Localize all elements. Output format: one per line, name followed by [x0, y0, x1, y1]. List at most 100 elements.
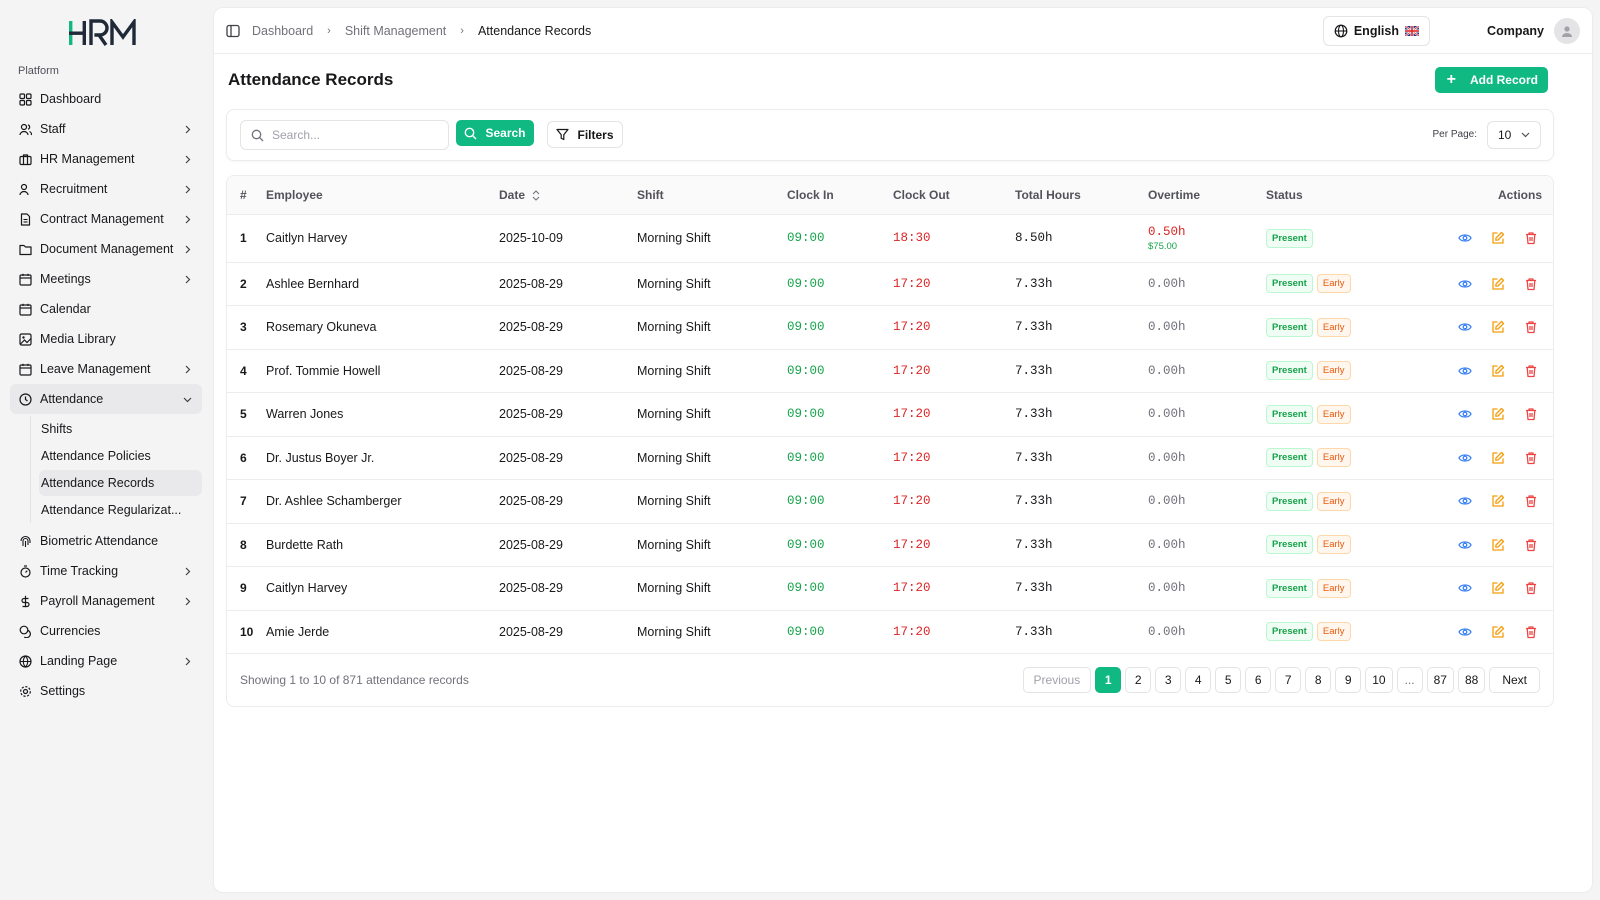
column-header-clock-in: Clock In [787, 176, 893, 215]
sidebar-item-staff[interactable]: Staff [10, 114, 202, 144]
breadcrumb-shift-management[interactable]: Shift Management [344, 23, 447, 38]
page-button-3[interactable]: 3 [1155, 667, 1182, 693]
uk-flag-icon [1405, 26, 1419, 36]
column-header-employee[interactable]: Employee [266, 176, 499, 215]
plus-icon: + [1446, 71, 1456, 88]
page-button-9[interactable]: 9 [1335, 667, 1362, 693]
sidebar-item-media-library[interactable]: Media Library [10, 324, 202, 354]
column-header-date[interactable]: Date [499, 176, 637, 215]
edit-icon[interactable] [1490, 494, 1505, 509]
early-badge: Early [1316, 622, 1351, 642]
page-button-4[interactable]: 4 [1185, 667, 1212, 693]
view-icon[interactable] [1457, 624, 1472, 639]
view-icon[interactable] [1457, 537, 1472, 552]
search-input[interactable] [272, 128, 442, 142]
folder-icon [18, 242, 32, 256]
page-button-8[interactable]: 8 [1305, 667, 1332, 693]
row-number: 1 [227, 214, 266, 263]
edit-icon[interactable] [1490, 363, 1505, 378]
table-row: 3 Rosemary Okuneva 2025-08-29 Morning Shift… [227, 305, 1553, 350]
sidebar-item-hr-management[interactable]: HR Management [10, 144, 202, 174]
search-button[interactable]: Search [456, 120, 534, 146]
previous-page-button[interactable]: Previous [1022, 667, 1092, 693]
edit-icon[interactable] [1490, 581, 1505, 596]
edit-icon[interactable] [1490, 450, 1505, 465]
next-page-button[interactable]: Next [1489, 667, 1540, 693]
sidebar-subitem-attendance-regularizat[interactable]: Attendance Regularizat... [39, 497, 202, 523]
column-header-total-hours: Total Hours [1015, 176, 1148, 215]
sidebar-item-meetings[interactable]: Meetings [10, 264, 202, 294]
sidebar-item-currencies[interactable]: Currencies [10, 616, 202, 646]
actions-cell [1434, 566, 1553, 611]
delete-icon[interactable] [1523, 363, 1538, 378]
view-icon[interactable] [1457, 363, 1472, 378]
language-switcher[interactable]: English [1322, 16, 1430, 46]
clock-out-time: 17:20 [893, 262, 1015, 306]
edit-icon[interactable] [1490, 407, 1505, 422]
sidebar-item-landing-page[interactable]: Landing Page [10, 646, 202, 676]
page-button-7[interactable]: 7 [1275, 667, 1302, 693]
record-date: 2025-08-29 [499, 262, 637, 306]
overtime-hours: 0.00h [1148, 450, 1186, 465]
page-button-88[interactable]: 88 [1457, 667, 1486, 693]
actions-cell [1434, 479, 1553, 524]
edit-icon[interactable] [1490, 320, 1505, 335]
view-icon[interactable] [1457, 276, 1472, 291]
sidebar-item-contract-management[interactable]: Contract Management [10, 204, 202, 234]
filters-button[interactable]: Filters [547, 121, 623, 148]
edit-icon[interactable] [1490, 537, 1505, 552]
sidebar-item-recruitment[interactable]: Recruitment [10, 174, 202, 204]
sidebar-item-attendance[interactable]: Attendance [10, 384, 202, 414]
delete-icon[interactable] [1523, 624, 1538, 639]
overtime-cell: 0.00h [1148, 436, 1266, 480]
sort-icon[interactable] [532, 190, 540, 201]
column-header-shift: Shift [637, 176, 787, 215]
page-button-87[interactable]: 87 [1426, 667, 1454, 693]
sidebar-item-leave-management[interactable]: Leave Management [10, 354, 202, 384]
delete-icon[interactable] [1523, 581, 1538, 596]
sidebar-item-document-management[interactable]: Document Management [10, 234, 202, 264]
sidebar-subitem-attendance-records[interactable]: Attendance Records [39, 470, 202, 496]
sidebar-toggle-icon[interactable] [226, 24, 240, 38]
sidebar-item-dashboard[interactable]: Dashboard [10, 84, 202, 114]
delete-icon[interactable] [1523, 450, 1538, 465]
sidebar-item-payroll-management[interactable]: Payroll Management [10, 586, 202, 616]
delete-icon[interactable] [1523, 407, 1538, 422]
edit-icon[interactable] [1490, 231, 1505, 246]
view-icon[interactable] [1457, 231, 1472, 246]
edit-icon[interactable] [1490, 276, 1505, 291]
hrm-logo[interactable] [68, 18, 144, 48]
page-button-2[interactable]: 2 [1125, 667, 1152, 693]
view-icon[interactable] [1457, 494, 1472, 509]
delete-icon[interactable] [1523, 494, 1538, 509]
sidebar-item-calendar[interactable]: Calendar [10, 294, 202, 324]
delete-icon[interactable] [1523, 276, 1538, 291]
page-button-10[interactable]: 10 [1365, 667, 1393, 693]
search-field[interactable] [240, 120, 449, 150]
overtime-cell: 0.50h $75.00 [1148, 214, 1266, 263]
sidebar-subitem-attendance-policies[interactable]: Attendance Policies [39, 443, 202, 469]
add-record-button[interactable]: + Add Record [1434, 67, 1548, 93]
sidebar-subitem-shifts[interactable]: Shifts [39, 416, 202, 442]
view-icon[interactable] [1457, 581, 1472, 596]
early-badge: Early [1316, 274, 1351, 294]
filter-icon [556, 128, 570, 141]
page-button-1[interactable]: 1 [1095, 667, 1122, 693]
company-menu[interactable]: Company [1487, 17, 1580, 45]
breadcrumb-dashboard[interactable]: Dashboard [252, 23, 314, 38]
view-icon[interactable] [1457, 450, 1472, 465]
delete-icon[interactable] [1523, 231, 1538, 246]
per-page-select[interactable]: 10 [1487, 121, 1541, 149]
calendar-icon [18, 362, 32, 376]
sidebar-item-settings[interactable]: Settings [10, 676, 202, 706]
sidebar-item-biometric-attendance[interactable]: Biometric Attendance [10, 526, 202, 556]
delete-icon[interactable] [1523, 537, 1538, 552]
page-button-6[interactable]: 6 [1245, 667, 1272, 693]
view-icon[interactable] [1457, 407, 1472, 422]
shift-name: Morning Shift [637, 610, 787, 654]
sidebar-item-time-tracking[interactable]: Time Tracking [10, 556, 202, 586]
page-button-5[interactable]: 5 [1215, 667, 1242, 693]
delete-icon[interactable] [1523, 320, 1538, 335]
edit-icon[interactable] [1490, 624, 1505, 639]
view-icon[interactable] [1457, 320, 1472, 335]
